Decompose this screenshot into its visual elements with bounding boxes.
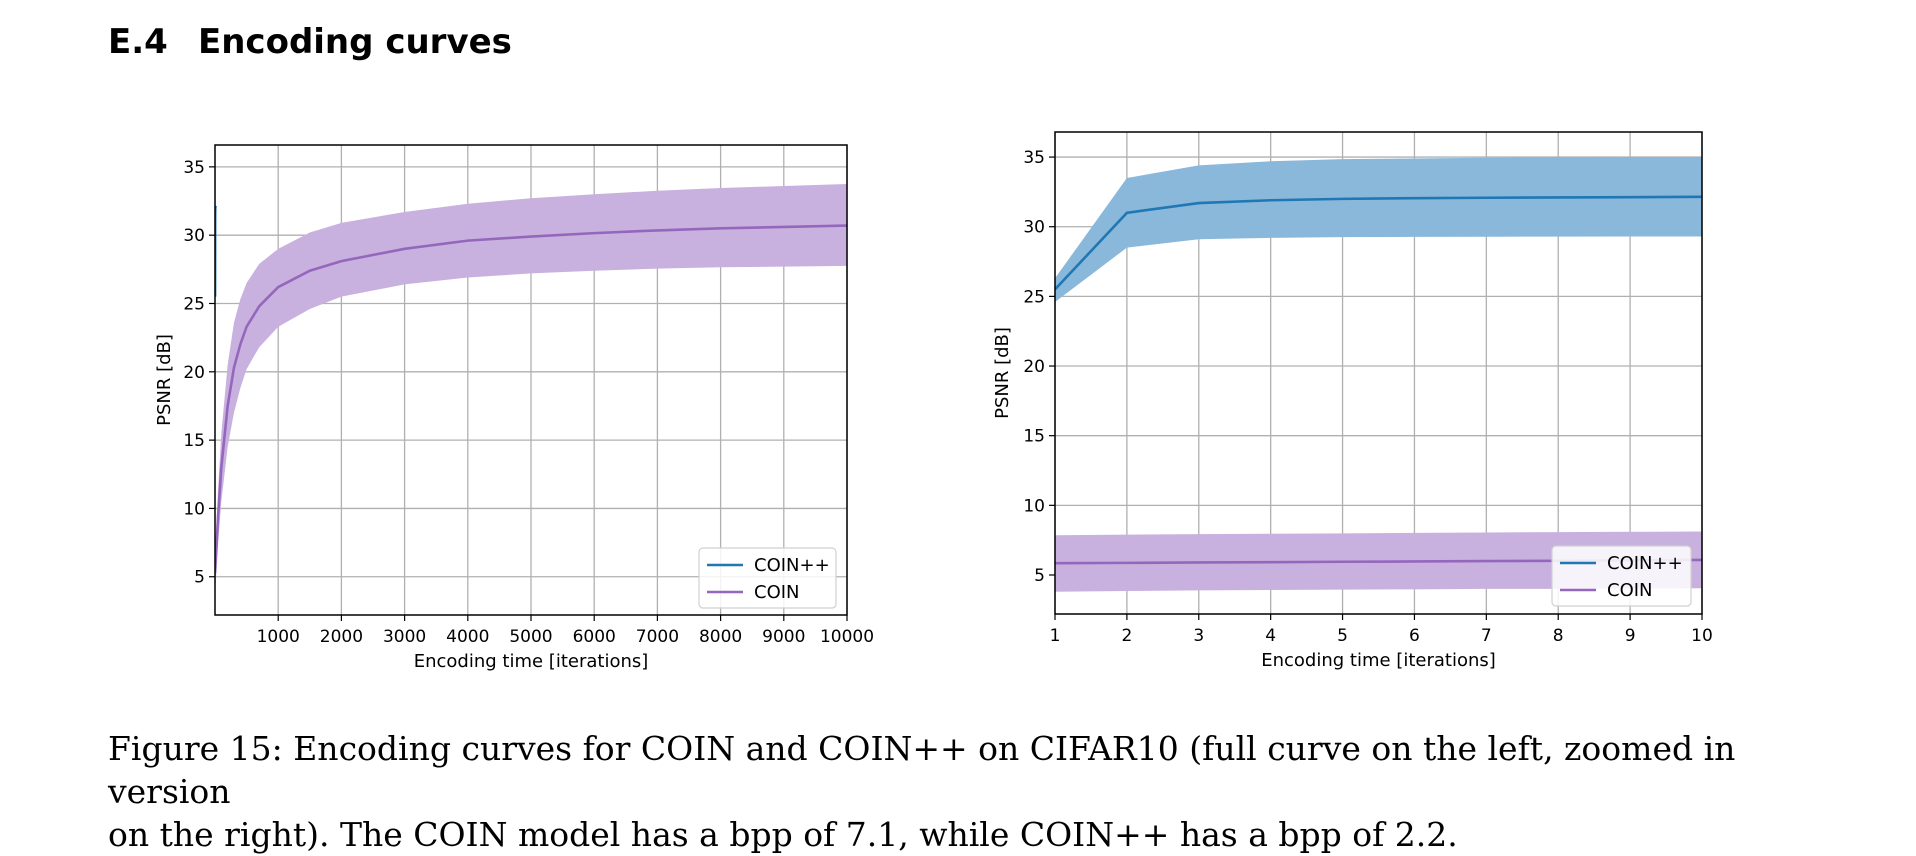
section-number: E.4 — [108, 22, 168, 62]
x-tick-label: 6 — [1409, 626, 1420, 646]
x-tick-label: 2000 — [320, 627, 363, 647]
chart-panel-1: 1000 2000 3000 4000 5000 6000 7000 8000 9000 1000… — [154, 144, 874, 672]
x-tick-label: 9 — [1625, 626, 1636, 646]
figure-caption: Figure 15: Encoding curves for COIN and … — [108, 727, 1828, 856]
plot-frame — [1054, 131, 1703, 615]
x-axis-label: Encoding time [iterations] — [414, 651, 649, 672]
x-axis-label: Encoding time [iterations] — [1261, 650, 1496, 671]
band-coin — [215, 183, 847, 594]
y-tick-label: 35 — [1023, 148, 1045, 168]
y-tick-label: 30 — [183, 226, 205, 246]
encoding-curves-figure: 1000 2000 3000 4000 5000 6000 7000 8000 9000 1000… — [154, 131, 1713, 672]
x-tick-label: 5 — [1337, 626, 1348, 646]
x-tick-label: 2 — [1121, 626, 1132, 646]
x-tick-label: 6000 — [573, 627, 616, 647]
legend-label: COIN — [754, 582, 800, 603]
y-tick-label: 5 — [194, 568, 205, 588]
y-tick-label: 20 — [1023, 357, 1045, 377]
y-tick-label: 5 — [1034, 566, 1045, 586]
x-tick-label: 3000 — [383, 627, 426, 647]
x-tick-label: 9000 — [762, 627, 805, 647]
legend-label: COIN++ — [1607, 553, 1683, 574]
y-axis-label: PSNR [dB] — [992, 327, 1013, 419]
x-tick-label: 8 — [1553, 626, 1564, 646]
y-tick-label: 25 — [183, 294, 205, 314]
x-tick-label: 4 — [1265, 626, 1276, 646]
caption-line-1: Figure 15: Encoding curves for COIN and … — [108, 729, 1736, 811]
y-tick-label: 15 — [183, 431, 205, 451]
x-tick-label: 1000 — [257, 627, 300, 647]
caption-line-2: on the right). The COIN model has a bpp … — [108, 815, 1458, 854]
section-heading: E.4 Encoding curves — [108, 22, 512, 62]
y-axis-label: PSNR [dB] — [154, 334, 175, 426]
y-tick-label: 10 — [1023, 496, 1045, 516]
line-coin — [215, 224, 847, 573]
x-tick-label: 10 — [1691, 626, 1713, 646]
y-tick-label: 10 — [183, 499, 205, 519]
line-coinpp — [1055, 195, 1702, 291]
y-tick-label: 25 — [1023, 287, 1045, 307]
x-tick-label: 10000 — [820, 627, 874, 647]
legend: COIN++ COIN — [1551, 545, 1692, 607]
x-tick-label: 1 — [1050, 626, 1061, 646]
y-tick-label: 20 — [183, 363, 205, 383]
x-tick-label: 7000 — [636, 627, 679, 647]
x-tick-label: 8000 — [699, 627, 742, 647]
section-title: Encoding curves — [198, 22, 512, 62]
chart-panel-2: 1 2 3 4 5 6 7 8 9 10 5 10 15 20 25 30 35 Encoding time [i… — [992, 131, 1713, 671]
x-tick-label: 4000 — [446, 627, 489, 647]
y-tick-label: 15 — [1023, 427, 1045, 447]
band-coinpp — [1055, 157, 1702, 302]
legend-label: COIN — [1607, 580, 1653, 601]
x-tick-label: 5000 — [509, 627, 552, 647]
legend: COIN++ COIN — [698, 547, 837, 609]
y-tick-label: 30 — [1023, 218, 1045, 238]
x-tick-label: 7 — [1481, 626, 1492, 646]
plot-area — [1055, 157, 1702, 592]
x-tick-label: 3 — [1193, 626, 1204, 646]
y-tick-label: 35 — [183, 158, 205, 178]
legend-label: COIN++ — [754, 555, 830, 576]
